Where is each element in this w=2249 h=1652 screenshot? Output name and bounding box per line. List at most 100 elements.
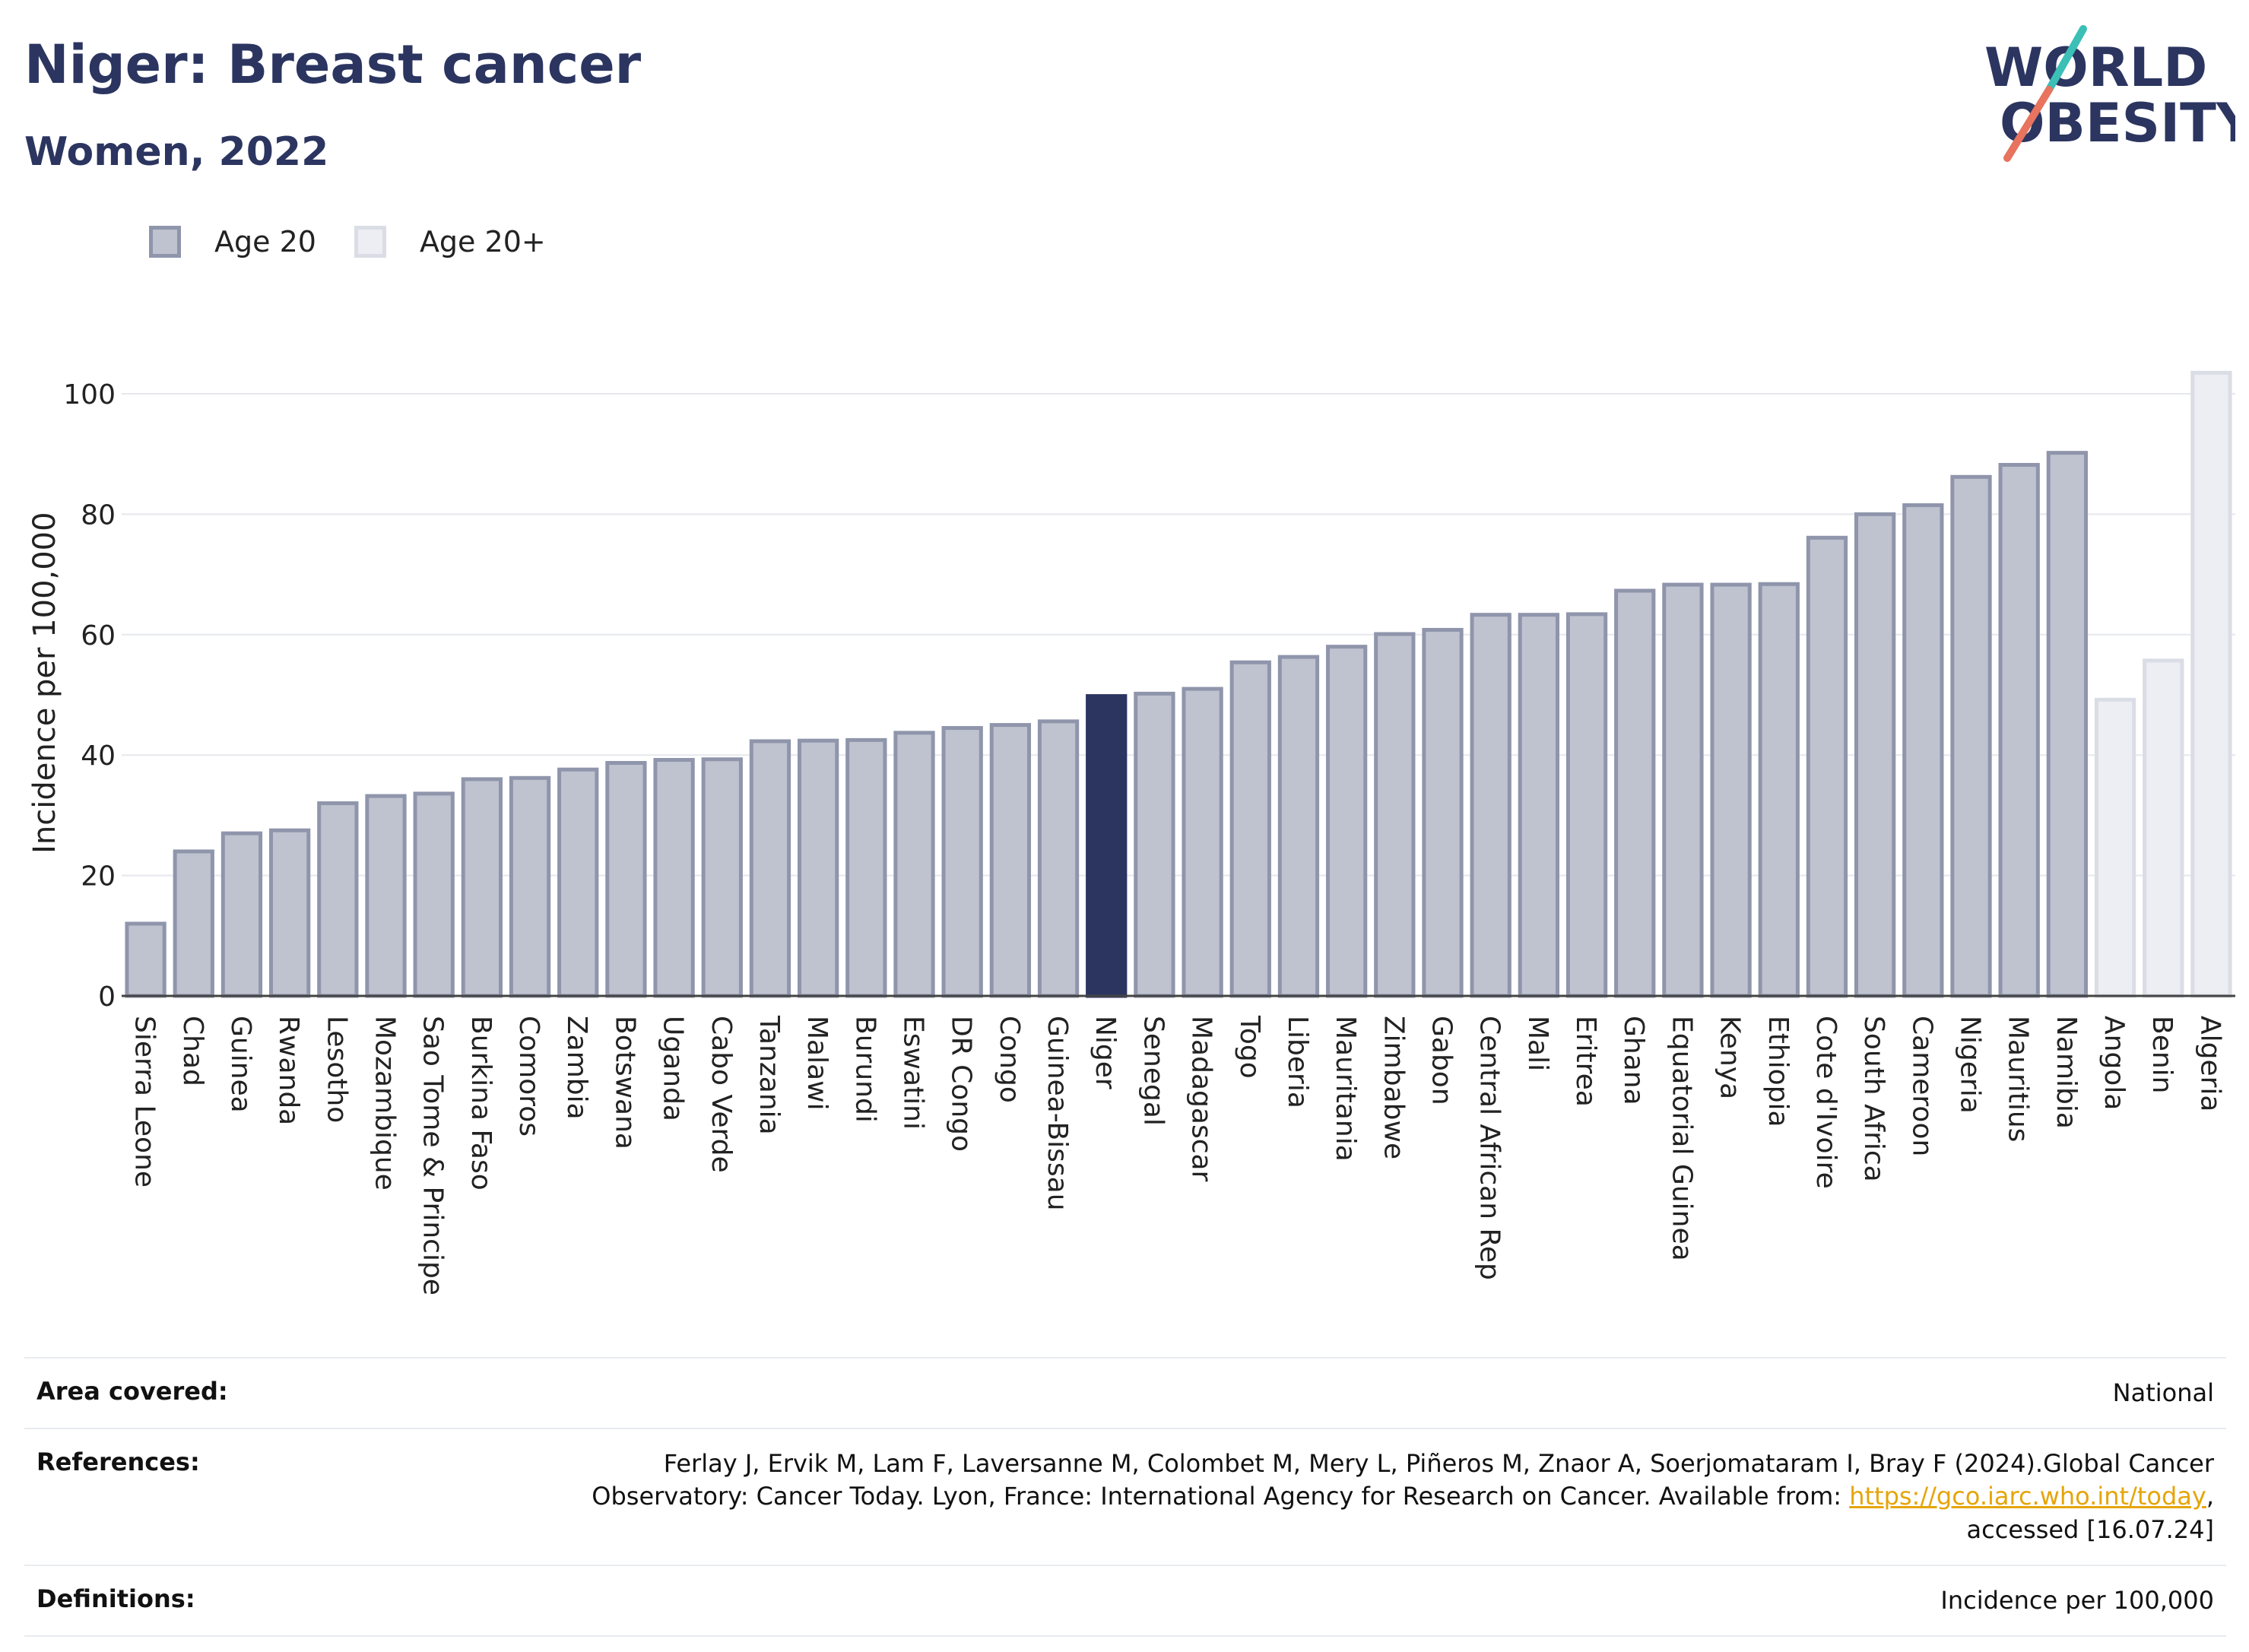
x-tick-label: Niger (1090, 1016, 1121, 1089)
references-link[interactable]: https://gco.iarc.who.int/today (1849, 1482, 2206, 1511)
bar-niger[interactable] (1086, 694, 1128, 998)
bar-comoros[interactable] (509, 775, 551, 998)
references-line1: Ferlay J, Ervik M, Lam F, Laversanne M, … (663, 1449, 2214, 1479)
bar-senegal[interactable] (1134, 691, 1175, 998)
bar-kenya[interactable] (1710, 582, 1752, 998)
bar-gabon[interactable] (1422, 627, 1464, 998)
x-tick-label: Algeria (2194, 1016, 2225, 1112)
bar-congo[interactable] (989, 723, 1032, 998)
page-subtitle: Women, 2022 (24, 129, 329, 175)
y-tick-label: 60 (81, 620, 116, 652)
bar-algeria[interactable] (2190, 370, 2232, 998)
x-tick-label: Madagascar (1186, 1016, 1217, 1182)
bar-chad[interactable] (173, 849, 214, 998)
y-tick-label: 80 (81, 499, 116, 531)
bar-zambia[interactable] (557, 767, 599, 998)
x-tick-label: Guinea (225, 1016, 256, 1113)
definitions-value: Incidence per 100,000 (1940, 1585, 2214, 1615)
bar-rwanda[interactable] (268, 828, 311, 998)
bars (125, 370, 2232, 998)
bar-angola[interactable] (2094, 697, 2136, 998)
bar-central-african-rep[interactable] (1470, 613, 1511, 998)
bar-ethiopia[interactable] (1758, 582, 1800, 998)
x-tick-label: Ghana (1618, 1016, 1649, 1105)
bar-uganda[interactable] (653, 758, 695, 998)
x-tick-label: Congo (994, 1016, 1025, 1103)
bar-burundi[interactable] (845, 737, 887, 998)
x-tick-label: DR Congo (946, 1016, 977, 1152)
bar-sierra-leone[interactable] (125, 921, 167, 998)
bar-tanzania[interactable] (749, 739, 791, 998)
bar-cabo-verde[interactable] (701, 757, 743, 998)
bar-nigeria[interactable] (1950, 474, 1992, 998)
y-tick-label: 40 (81, 740, 116, 772)
bar-equatorial-guinea[interactable] (1662, 582, 1704, 998)
references-line3: accessed [16.07.24] (1966, 1514, 2214, 1544)
logo-stroke-coral (2003, 86, 2053, 162)
bar-mauritania[interactable] (1325, 645, 1368, 998)
x-tick-label: Ethiopia (1762, 1016, 1794, 1127)
bar-liberia[interactable] (1277, 655, 1320, 998)
bar-burkina-faso[interactable] (461, 777, 503, 998)
x-tick-label: Benin (2146, 1016, 2178, 1093)
x-tick-label: Gabon (1426, 1016, 1458, 1105)
bar-mozambique[interactable] (365, 794, 407, 998)
bar-guinea-bissau[interactable] (1037, 719, 1080, 998)
y-tick-label: 20 (81, 861, 116, 893)
x-tick-label: Zimbabwe (1378, 1016, 1409, 1159)
bar-cote-d-ivoire[interactable] (1806, 535, 1848, 998)
legend-item-age-20-plus[interactable]: Age 20+ (354, 225, 546, 258)
x-tick-label: Lesotho (321, 1016, 352, 1123)
bar-namibia[interactable] (2046, 451, 2089, 998)
y-tick-label: 100 (63, 379, 116, 411)
x-tick-labels: Sierra Leone Chad Guinea Rwanda Lesotho Mozam… (129, 1015, 2226, 1295)
x-tick-label: Burundi (849, 1016, 880, 1123)
x-tick-label: Sierra Leone (129, 1016, 160, 1187)
bar-togo[interactable] (1229, 660, 1271, 998)
x-tick-label: Namibia (2051, 1016, 2082, 1129)
x-tick-label: Uganda (658, 1016, 689, 1121)
bar-mauritius[interactable] (1998, 462, 2040, 998)
x-tick-label: Eswatini (898, 1016, 929, 1130)
y-tick-label: 0 (98, 981, 116, 1013)
chart-legend: Age 20 Age 20+ (149, 225, 584, 258)
x-tick-label: Cameroon (1906, 1016, 1937, 1156)
bar-zimbabwe[interactable] (1374, 632, 1416, 998)
x-tick-label: Botswana (609, 1016, 640, 1149)
x-tick-label: South Africa (1858, 1016, 1889, 1182)
x-tick-label: Eritrea (1570, 1016, 1601, 1107)
x-tick-label: Tanzania (753, 1015, 785, 1135)
legend-item-age-20[interactable]: Age 20 (149, 225, 316, 258)
legend-swatch-age-20-plus (354, 226, 386, 258)
bar-lesotho[interactable] (317, 801, 359, 998)
bar-ghana[interactable] (1614, 588, 1656, 998)
x-tick-label: Mauritania (1330, 1016, 1361, 1162)
definitions-label: Definitions: (36, 1584, 195, 1613)
x-tick-label: Senegal (1137, 1016, 1169, 1126)
meta-row-references: References: Ferlay J, Ervik M, Lam F, La… (24, 1428, 2226, 1565)
x-tick-label: Zambia (561, 1016, 592, 1120)
bar-eritrea[interactable] (1565, 612, 1608, 998)
bar-cameroon[interactable] (1902, 503, 1944, 998)
bar-chart: 0 20 40 60 80 100 Sierra Leone Chad Guinea Rwand… (27, 370, 2235, 1295)
bar-guinea[interactable] (220, 831, 263, 998)
x-tick-label: Comoros (513, 1016, 544, 1137)
bar-benin[interactable] (2143, 658, 2184, 998)
bar-botswana[interactable] (605, 760, 647, 998)
x-tick-label: Chad (177, 1016, 208, 1086)
bar-south-africa[interactable] (1854, 512, 1896, 998)
bar-malawi[interactable] (797, 738, 839, 998)
bar-eswatini[interactable] (893, 731, 935, 998)
bar-madagascar[interactable] (1182, 686, 1223, 998)
bar-mali[interactable] (1518, 613, 1560, 998)
x-tick-label: Rwanda (273, 1016, 304, 1125)
bar-sao-tome-principe[interactable] (413, 791, 455, 998)
page-title: Niger: Breast cancer (24, 33, 642, 96)
x-tick-label: Malawi (801, 1016, 833, 1111)
x-tick-label: Equatorial Guinea (1666, 1016, 1697, 1261)
bar-dr-congo[interactable] (941, 726, 983, 998)
legend-swatch-age-20 (149, 226, 181, 258)
x-tick-label: Sao Tome & Principe (417, 1016, 449, 1295)
references-value: Ferlay J, Ervik M, Lam F, Laversanne M, … (592, 1447, 2214, 1546)
y-axis-label: Incidence per 100,000 (27, 512, 62, 853)
